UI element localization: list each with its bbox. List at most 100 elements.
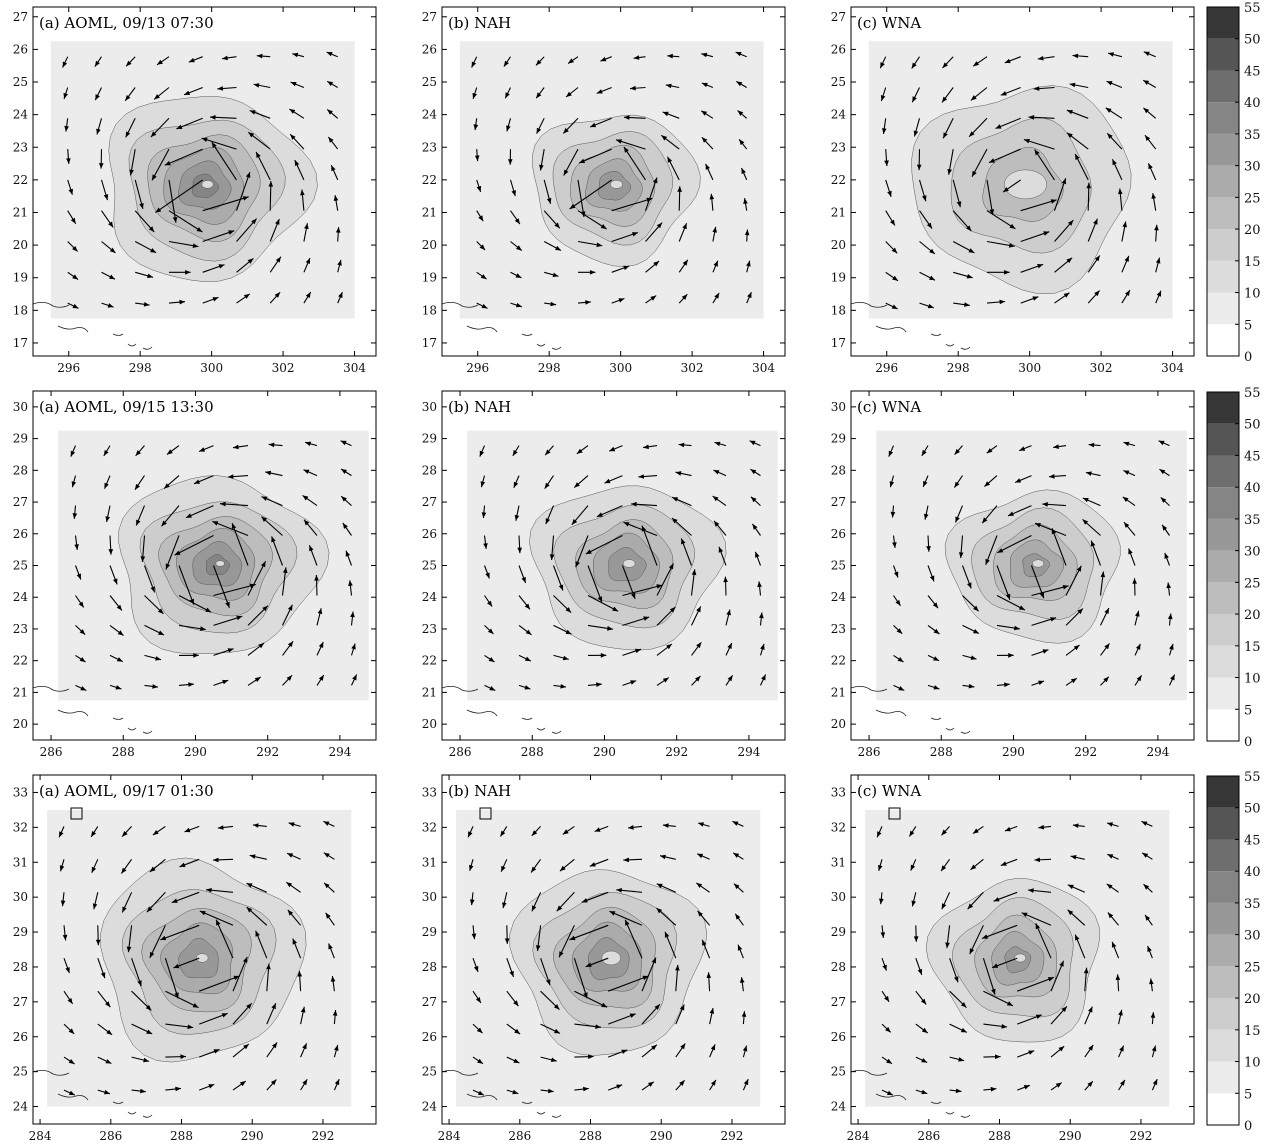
- wind-vector: [996, 565, 1011, 600]
- wind-vector-head: [157, 59, 163, 65]
- colorbar-band: [1207, 7, 1239, 39]
- wind-vector-head: [173, 963, 180, 969]
- coastline: [850, 1070, 971, 1118]
- wind-vector-head: [656, 883, 663, 889]
- wind-vector-head: [94, 60, 100, 67]
- wind-vector-head: [927, 303, 934, 309]
- wind-vector-head: [334, 1079, 340, 1086]
- coastline: [32, 1070, 153, 1118]
- y-tick-label: 33: [13, 785, 28, 799]
- wind-vector-head: [612, 606, 619, 612]
- wind-vector: [981, 924, 1018, 940]
- colorbar-tick-label: 20: [1244, 992, 1261, 1007]
- wind-vector-head: [62, 934, 68, 941]
- y-tick-label: 29: [13, 432, 28, 446]
- wind-vector-head: [968, 248, 975, 253]
- wind-vector-head: [710, 1044, 716, 1051]
- wind-vector-head: [1037, 55, 1044, 61]
- wind-vector-head: [993, 897, 1000, 902]
- wind-vector-head: [742, 1045, 748, 1052]
- wind-vector-head: [304, 519, 310, 526]
- wind-vector-head: [942, 96, 948, 103]
- y-tick-label: 18: [831, 303, 846, 317]
- wind-vector: [641, 525, 658, 566]
- wind-vector-head: [72, 246, 78, 252]
- wind-vector-head: [113, 578, 118, 585]
- wind-vector-head: [1008, 511, 1014, 516]
- wind-vector-head: [884, 160, 889, 167]
- x-tick-label: 294: [328, 745, 351, 759]
- wind-vector-head: [294, 160, 300, 166]
- wind-vector-head: [473, 124, 479, 131]
- wind-vector-head: [1136, 675, 1142, 682]
- wind-vector-head: [1112, 159, 1117, 166]
- wind-vector-head: [292, 938, 297, 945]
- x-tick-label: 284: [847, 1129, 870, 1143]
- wind-vector-head: [1055, 1082, 1062, 1088]
- wind-vector-head: [682, 223, 687, 230]
- x-tick-label: 292: [721, 1129, 744, 1143]
- wind-vector-head: [328, 137, 334, 143]
- wind-vector-head: [152, 684, 158, 689]
- wind-vector-head: [889, 481, 895, 488]
- wind-vector-head: [351, 643, 356, 650]
- y-tick-label: 23: [422, 622, 437, 636]
- wind-vector-head: [1034, 857, 1040, 863]
- wind-vector-head: [1123, 441, 1130, 447]
- wind-vector-head: [743, 198, 748, 204]
- y-tick-label: 25: [422, 559, 437, 573]
- coastline: [441, 1070, 562, 1118]
- wind-vector-head: [290, 82, 297, 87]
- y-tick-label: 24: [422, 108, 438, 122]
- wind-vector-head: [251, 218, 257, 225]
- wind-vector-head: [546, 979, 551, 986]
- wind-vector-head: [678, 442, 685, 448]
- wind-vector-head: [744, 229, 750, 236]
- wind-vector-head: [129, 169, 134, 176]
- colorbar-tick-label: 5: [1244, 318, 1252, 333]
- wind-vector-head: [571, 519, 578, 525]
- wind-vector-head: [882, 964, 887, 971]
- wind-vector-head: [300, 1006, 306, 1013]
- eye: [196, 953, 209, 963]
- wind-vector: [1020, 199, 1057, 212]
- wind-vector-head: [217, 825, 224, 830]
- wind-vector-head: [1150, 1012, 1156, 1018]
- colorbar-tick-label: 25: [1244, 576, 1261, 591]
- wind-vector-head: [108, 549, 114, 555]
- wind-vector-head: [62, 61, 68, 68]
- panel-title: (c) WNA: [857, 14, 921, 32]
- wind-vector-head: [633, 55, 640, 60]
- wind-vector-head: [667, 156, 673, 163]
- wind-vector-head: [1111, 941, 1117, 948]
- wind-vector-head: [970, 95, 977, 101]
- x-tick-label: 302: [272, 361, 295, 375]
- eye: [201, 180, 214, 189]
- wind-vector-head: [675, 471, 682, 476]
- wind-vector-head: [631, 501, 637, 507]
- eye: [1014, 953, 1027, 963]
- wind-vector-head: [1004, 58, 1011, 64]
- wind-vector-head: [970, 864, 977, 870]
- wind-vector-head: [253, 83, 260, 88]
- wind-vector-head: [698, 822, 704, 827]
- wind-vector-head: [886, 1090, 893, 1096]
- y-tick-label: 23: [831, 140, 846, 154]
- wind-vector-head: [623, 522, 630, 527]
- wind-vector-head: [185, 513, 192, 518]
- wind-vector-head: [272, 1042, 278, 1049]
- wind-vector-head: [300, 189, 305, 196]
- wind-vector-head: [179, 862, 186, 867]
- colorbar-band: [1207, 392, 1239, 424]
- wind-vector-head: [171, 898, 178, 903]
- wind-vector-head: [105, 1059, 112, 1064]
- wind-vector-head: [1004, 270, 1010, 275]
- wind-vector-head: [328, 943, 333, 950]
- wind-vector-head: [932, 602, 939, 609]
- wind-vector-head: [1008, 243, 1015, 248]
- wind-vector-head: [921, 1089, 928, 1095]
- wind-vector-head: [643, 616, 650, 621]
- wind-vector-head: [350, 611, 355, 618]
- wind-vector: [215, 919, 234, 959]
- y-tick-label: 26: [13, 527, 28, 541]
